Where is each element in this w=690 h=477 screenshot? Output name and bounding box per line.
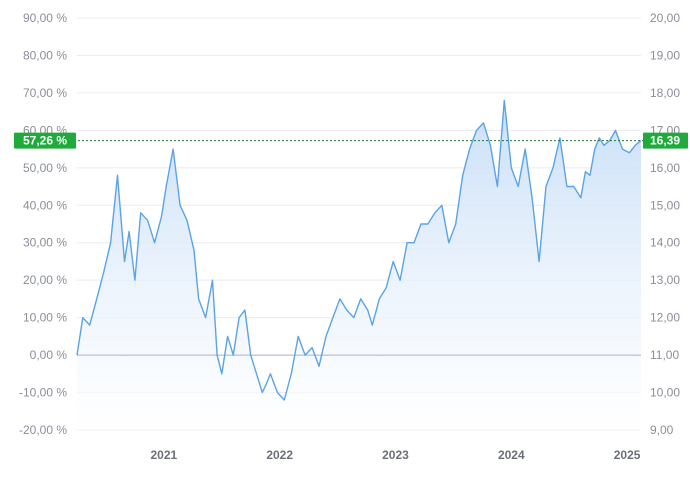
current-price-label: 16,39 bbox=[650, 134, 680, 148]
left-tick-label: 20,00 % bbox=[23, 273, 67, 287]
right-tick-label: 20,00 bbox=[650, 11, 680, 25]
current-percent-flag-bg bbox=[14, 132, 76, 149]
x-tick-label: 2022 bbox=[266, 448, 293, 462]
left-axis-ticks: 90,00 %80,00 %70,00 %60,00 %50,00 %40,00… bbox=[19, 11, 67, 437]
left-tick-label: 50,00 % bbox=[23, 161, 67, 175]
left-tick-label: -20,00 % bbox=[19, 423, 67, 437]
current-percent-flag: 57,26 % bbox=[14, 132, 76, 149]
left-tick-label: -10,00 % bbox=[19, 386, 67, 400]
x-tick-label: 2024 bbox=[498, 448, 525, 462]
current-price-flag: 16,39 bbox=[643, 132, 688, 149]
right-tick-label: 16,00 bbox=[650, 161, 680, 175]
series-line bbox=[76, 99, 642, 401]
left-tick-label: 10,00 % bbox=[23, 311, 67, 325]
right-tick-label: 11,00 bbox=[650, 348, 679, 362]
current-price-flag-bg bbox=[643, 132, 688, 149]
x-tick-label: 2025 bbox=[614, 448, 641, 462]
x-tick-label: 2021 bbox=[151, 448, 178, 462]
right-tick-label: 10,00 bbox=[650, 386, 680, 400]
right-tick-label: 12,00 bbox=[650, 311, 680, 325]
left-tick-label: 90,00 % bbox=[23, 11, 67, 25]
right-tick-label: 14,00 bbox=[650, 236, 680, 250]
x-tick-label: 2023 bbox=[382, 448, 409, 462]
right-tick-label: 13,00 bbox=[650, 273, 680, 287]
x-axis-ticks: 2021 2022 2023 2024 2025 bbox=[151, 448, 641, 462]
right-tick-label: 19,00 bbox=[650, 48, 680, 62]
right-axis-ticks: 20,0019,0018,0017,0016,0015,0014,0013,00… bbox=[650, 11, 680, 437]
left-tick-label: 80,00 % bbox=[23, 48, 67, 62]
right-tick-label: 18,00 bbox=[650, 86, 680, 100]
right-tick-label: 15,00 bbox=[650, 198, 680, 212]
left-tick-label: 30,00 % bbox=[23, 236, 67, 250]
current-percent-label: 57,26 % bbox=[23, 134, 67, 148]
left-tick-label: 70,00 % bbox=[23, 86, 67, 100]
left-tick-label: 40,00 % bbox=[23, 198, 67, 212]
left-tick-label: 0,00 % bbox=[30, 348, 68, 362]
series-area bbox=[77, 100, 641, 431]
right-tick-label: 9,00 bbox=[650, 423, 674, 437]
